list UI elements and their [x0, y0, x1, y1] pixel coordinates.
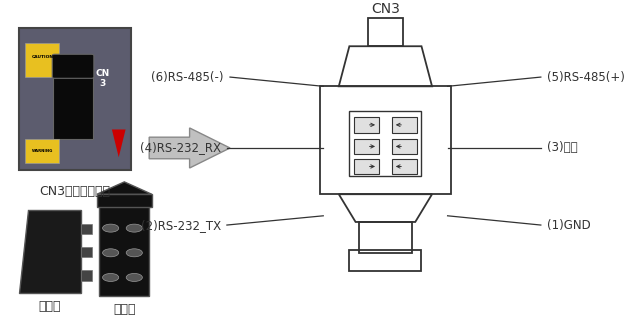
Bar — [53, 71, 93, 139]
Polygon shape — [19, 210, 81, 293]
Text: (5)RS-485(+): (5)RS-485(+) — [547, 70, 625, 83]
Bar — [355, 159, 380, 174]
Text: 侧面图: 侧面图 — [38, 300, 61, 313]
Bar — [25, 139, 59, 163]
Bar — [19, 28, 131, 170]
Polygon shape — [112, 130, 125, 157]
Text: CN3连接器（母）: CN3连接器（母） — [39, 185, 110, 198]
Bar — [392, 139, 417, 154]
Circle shape — [126, 273, 142, 282]
Circle shape — [126, 249, 142, 257]
Bar — [349, 250, 422, 271]
FancyBboxPatch shape — [52, 54, 94, 78]
Polygon shape — [97, 182, 152, 194]
Text: (6)RS-485(-): (6)RS-485(-) — [151, 70, 224, 83]
Text: (3)保留: (3)保留 — [547, 142, 578, 155]
Bar — [81, 246, 92, 258]
Text: CN
3: CN 3 — [95, 69, 109, 88]
Bar — [81, 223, 92, 234]
Bar — [359, 222, 412, 253]
Text: (2)RS-232_TX: (2)RS-232_TX — [141, 219, 221, 232]
Bar — [368, 19, 403, 46]
Circle shape — [102, 249, 119, 257]
Circle shape — [126, 224, 142, 232]
Text: (1)GND: (1)GND — [547, 219, 591, 232]
Bar — [97, 194, 152, 207]
Text: CN3: CN3 — [371, 2, 400, 16]
Bar — [392, 117, 417, 132]
Bar — [392, 159, 417, 174]
Text: (4)RS-232_RX: (4)RS-232_RX — [140, 142, 221, 155]
Bar — [320, 86, 451, 194]
Polygon shape — [149, 128, 230, 168]
Bar — [355, 117, 380, 132]
Bar — [81, 270, 92, 281]
Bar — [349, 111, 422, 176]
Text: 背面图: 背面图 — [113, 303, 136, 316]
Text: WARNING: WARNING — [31, 149, 53, 153]
Bar — [355, 139, 380, 154]
Bar — [99, 204, 149, 296]
Text: CAUTION: CAUTION — [31, 55, 53, 59]
Bar — [25, 43, 59, 77]
Circle shape — [102, 273, 119, 282]
Circle shape — [102, 224, 119, 232]
